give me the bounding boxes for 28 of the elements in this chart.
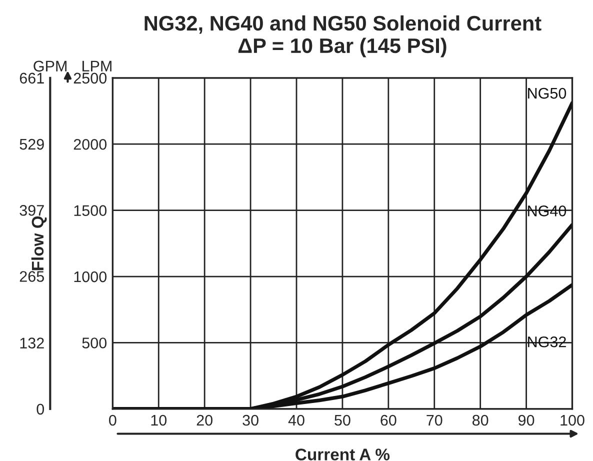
y2-tick-label: 397: [20, 204, 44, 216]
y-tick-label: 2500: [74, 72, 107, 84]
y2-tick-label: 0: [36, 404, 44, 415]
chart-title: NG32, NG40 and NG50 Solenoid Current ΔP = 10 Bar (145 PSI): [144, 15, 542, 58]
y2-tick-label: 265: [20, 271, 44, 282]
y-tick-label: 500: [82, 338, 107, 348]
y2-tick-label: 529: [20, 138, 44, 150]
x-tick-label: 30: [242, 414, 258, 426]
x-tick-label: 0: [109, 414, 116, 426]
y-tick-label: 2000: [74, 138, 107, 150]
text: Flow Q: [31, 216, 47, 270]
y-tick-label: 1000: [74, 271, 107, 282]
y-tick-label: 1500: [74, 205, 107, 216]
x-tick-label: 40: [288, 414, 304, 426]
x-axis-title: Current A %: [296, 448, 390, 460]
x-tick-label: 60: [380, 414, 396, 426]
y2-tick-label: 661: [20, 72, 44, 84]
x-tick-label: 70: [426, 414, 442, 426]
series-label: NG50: [528, 88, 566, 99]
x-tick-label: 20: [196, 414, 212, 426]
y2-tick-label: 132: [20, 338, 44, 348]
x-tick-label: 80: [472, 414, 488, 426]
x-tick-label: 100: [560, 414, 584, 426]
x-tick-label: 50: [334, 414, 350, 426]
x-tick-label: 10: [151, 414, 167, 426]
y-axis-title: LPM: [82, 60, 112, 72]
x-tick-label: 90: [518, 414, 534, 426]
y2-axis-title: GPM: [34, 60, 66, 72]
